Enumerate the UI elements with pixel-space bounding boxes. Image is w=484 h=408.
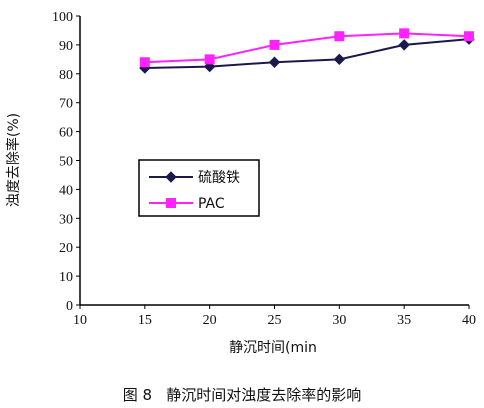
y-axis-title: 浊度去除率(%) (5, 113, 22, 207)
legend-marker (165, 171, 177, 183)
legend-label: PAC (198, 196, 225, 212)
data-point (399, 28, 410, 39)
legend-entries: 硫酸铁 PAC (149, 170, 240, 212)
y-tick-label: 0 (66, 299, 73, 314)
data-point (334, 31, 345, 42)
y-tick-label: 50 (59, 155, 73, 170)
y-tick-label: 80 (59, 68, 73, 83)
x-tick-label: 30 (332, 313, 346, 328)
y-tick-label: 40 (59, 183, 73, 198)
legend-marker (166, 198, 176, 208)
legend-box (138, 159, 260, 217)
legend: 硫酸铁 PAC (138, 159, 260, 217)
data-point (464, 31, 474, 42)
x-tick-label: 35 (397, 313, 411, 328)
data-point (203, 60, 216, 73)
series-2 (139, 28, 474, 68)
data-point (269, 39, 280, 50)
x-tick-label: 40 (462, 313, 476, 328)
y-ticks: 0 10 20 30 40 50 60 70 80 90 100 (52, 10, 80, 314)
series-line (144, 38, 470, 70)
data-point (333, 53, 346, 66)
legend-entry: 硫酸铁 (149, 170, 240, 186)
legend-entry: PAC (149, 196, 225, 212)
x-tick-label: 25 (268, 313, 282, 328)
y-tick-label: 60 (59, 126, 73, 141)
x-tick-label: 20 (203, 313, 217, 328)
data-point (268, 56, 281, 68)
y-tick-label: 70 (59, 97, 73, 112)
legend-label: 硫酸铁 (198, 170, 240, 186)
series-line (144, 32, 470, 64)
x-tick-label: 15 (138, 313, 152, 328)
x-ticks: 10 15 20 25 30 35 40 (73, 305, 476, 328)
x-tick-label: 10 (73, 313, 87, 328)
y-tick-label: 100 (52, 10, 73, 25)
series-layer (139, 28, 475, 74)
figure-caption: 图 8 静沉时间对浊度去除率的影响 (123, 386, 362, 404)
y-tick-label: 20 (59, 241, 73, 256)
y-tick-label: 90 (59, 39, 73, 54)
y-tick-label: 10 (59, 270, 73, 285)
y-tick-label: 30 (59, 212, 73, 227)
data-point (398, 39, 410, 51)
x-axis-title: 静沉时间(min (229, 340, 317, 356)
data-point (204, 54, 215, 65)
data-point (139, 57, 150, 68)
